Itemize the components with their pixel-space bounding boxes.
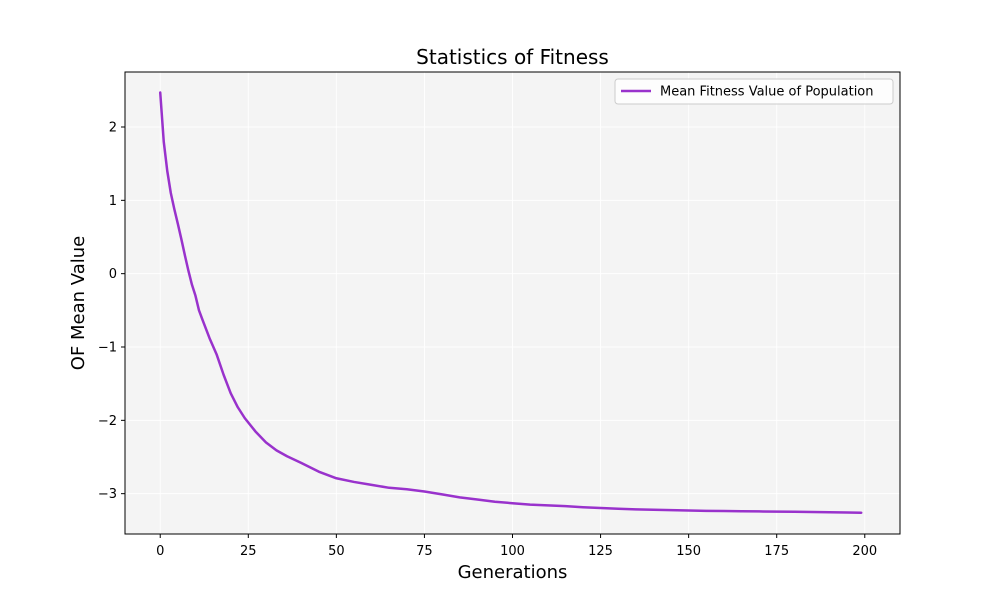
legend: Mean Fitness Value of Population — [614, 78, 894, 105]
y-tick-label: 1 — [109, 194, 117, 209]
x-tick-label: 100 — [500, 544, 525, 559]
series-line-mean-fitness — [158, 91, 863, 514]
x-tick-label: 200 — [852, 544, 877, 559]
x-tick-label: 175 — [764, 544, 789, 559]
y-tick-label: −1 — [98, 341, 117, 356]
x-tick-label: 50 — [328, 544, 345, 559]
series-layer — [158, 91, 863, 514]
chart-title: Statistics of Fitness — [416, 45, 609, 69]
x-tick-label: 0 — [156, 544, 164, 559]
y-axis-label: OF Mean Value — [68, 236, 89, 370]
x-tick-label: 125 — [588, 544, 613, 559]
y-tick-label: 2 — [109, 121, 117, 136]
grid — [125, 72, 900, 534]
x-tick-label: 150 — [676, 544, 701, 559]
legend-box — [614, 78, 894, 105]
x-axis-label: Generations — [458, 562, 568, 583]
x-tick-label: 75 — [416, 544, 433, 559]
y-tick-label: −2 — [98, 414, 117, 429]
y-tick-label: −3 — [98, 487, 117, 502]
legend-label: Mean Fitness Value of Population — [660, 85, 874, 100]
y-ticks: −3 −2 −1 0 1 2 — [98, 121, 125, 502]
y-tick-label: 0 — [109, 267, 117, 282]
x-tick-label: 25 — [240, 544, 257, 559]
x-ticks: 0 25 50 75 100 125 150 175 200 — [156, 534, 877, 559]
